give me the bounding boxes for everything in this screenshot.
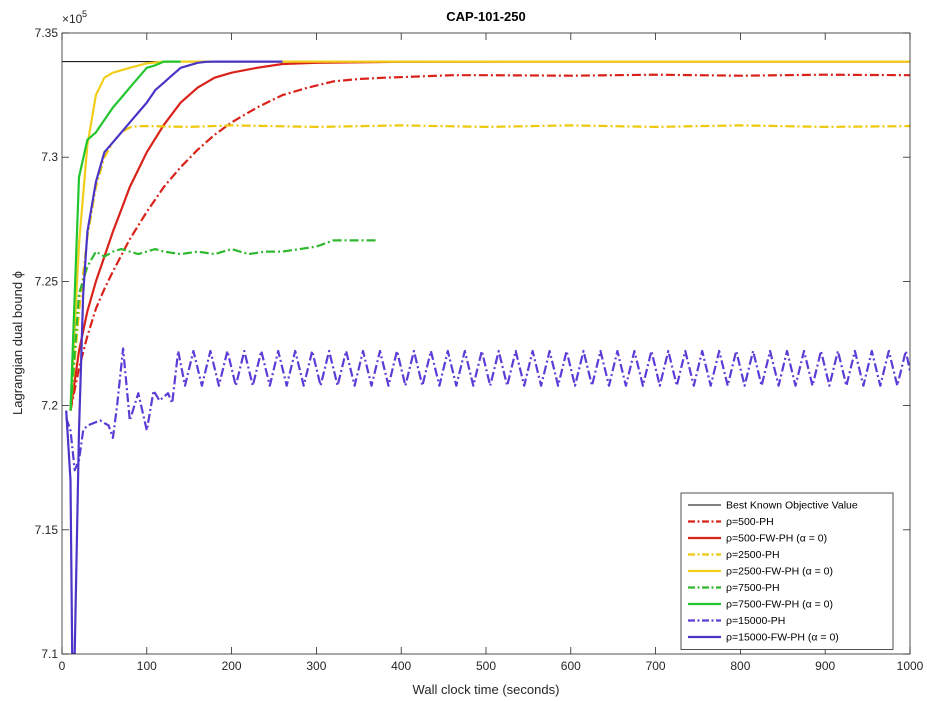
x-tick-label: 300 xyxy=(306,659,326,673)
x-tick-label: 700 xyxy=(646,659,666,673)
series-line-5 xyxy=(69,239,376,411)
legend-entry: ρ=500-PH xyxy=(726,516,774,528)
x-tick-label: 800 xyxy=(730,659,750,673)
legend-entry: ρ=7500-FW-PH (α = 0) xyxy=(726,599,833,611)
y-exponent-power: 5 xyxy=(82,9,87,19)
x-tick-label: 600 xyxy=(561,659,581,673)
legend-entry: Best Known Objective Value xyxy=(726,500,858,512)
y-tick-label: 7.25 xyxy=(35,274,59,288)
series-layer xyxy=(62,60,910,654)
series-line-6 xyxy=(69,60,181,411)
legend-entry: ρ=15000-FW-PH (α = 0) xyxy=(726,632,839,644)
y-tick-label: 7.3 xyxy=(41,150,58,164)
x-tick-label: 500 xyxy=(476,659,496,673)
series-line-4 xyxy=(69,60,910,411)
legend-entry: ρ=500-FW-PH (α = 0) xyxy=(726,533,827,545)
series-line-3 xyxy=(69,124,910,411)
legend-entry: ρ=2500-PH xyxy=(726,549,780,561)
legend-entry: ρ=15000-PH xyxy=(726,615,785,627)
y-tick-label: 7.2 xyxy=(41,399,58,413)
legend: Best Known Objective Value ρ=500-PH ρ=500-… xyxy=(680,492,894,650)
x-tick-label: 900 xyxy=(815,659,835,673)
series-line-8 xyxy=(65,60,283,654)
x-axis-label: Wall clock time (seconds) xyxy=(413,682,560,697)
tick-labels: 0 100 200 300 400 500 600 700 800 900 1000 7.1 7.15 7… xyxy=(35,26,924,673)
x-tick-label: 400 xyxy=(391,659,411,673)
legend-entry: ρ=2500-FW-PH (α = 0) xyxy=(726,566,833,578)
y-exponent-label: ×10 xyxy=(62,12,83,26)
series-line-1 xyxy=(69,73,910,411)
x-tick-label: 100 xyxy=(137,659,157,673)
y-exponent: ×10 5 xyxy=(62,9,87,26)
legend-entry: ρ=7500-PH xyxy=(726,582,780,594)
x-tick-label: 200 xyxy=(222,659,242,673)
y-tick-label: 7.35 xyxy=(35,26,59,40)
series-line-7 xyxy=(65,347,910,472)
y-axis-label: Lagrangian dual bound ϕ xyxy=(10,271,25,415)
y-tick-label: 7.1 xyxy=(41,647,58,661)
y-tick-label: 7.15 xyxy=(35,523,59,537)
chart-title: CAP-101-250 xyxy=(446,9,526,24)
x-tick-label: 0 xyxy=(59,659,66,673)
x-tick-label: 1000 xyxy=(897,659,924,673)
